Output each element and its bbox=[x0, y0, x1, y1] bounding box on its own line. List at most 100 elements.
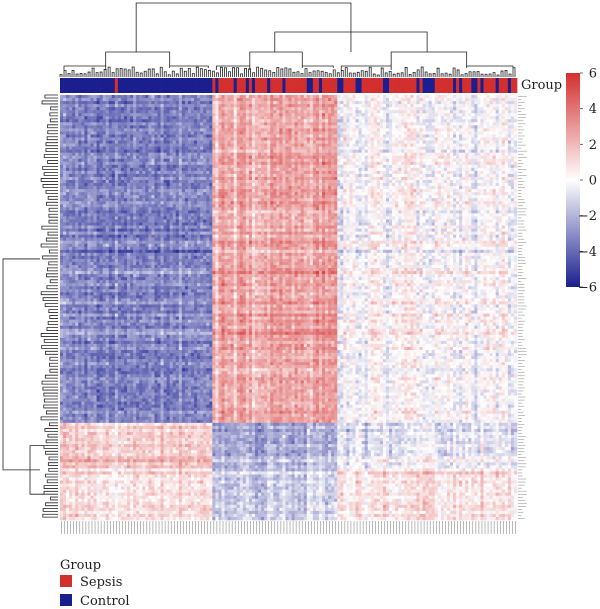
heatmap-cell bbox=[328, 122, 332, 126]
heatmap-cell bbox=[413, 104, 417, 108]
heatmap-cell bbox=[215, 110, 219, 114]
column-dendrogram-branch bbox=[83, 73, 87, 77]
heatmap-cell bbox=[258, 95, 262, 99]
heatmap-cell bbox=[382, 186, 387, 190]
heatmap-cell bbox=[133, 161, 137, 166]
heatmap-cell bbox=[456, 173, 460, 178]
heatmap-cell bbox=[349, 143, 353, 147]
heatmap-cell bbox=[318, 101, 323, 105]
heatmap-cell bbox=[233, 161, 238, 166]
heatmap-cell bbox=[123, 107, 128, 111]
heatmap-cell bbox=[139, 95, 143, 99]
heatmap-cell bbox=[504, 101, 509, 105]
heatmap-cell bbox=[218, 170, 222, 175]
heatmap-cell bbox=[376, 167, 381, 172]
column-dendrogram-branch bbox=[312, 70, 316, 77]
heatmap-cell bbox=[379, 98, 384, 102]
heatmap-cell bbox=[392, 134, 396, 138]
heatmap-cell bbox=[401, 164, 405, 169]
heatmap-cell bbox=[251, 155, 256, 160]
heatmap-cell bbox=[340, 134, 344, 138]
heatmap-cell bbox=[172, 167, 177, 172]
heatmap-cell bbox=[251, 161, 256, 166]
heatmap-cell bbox=[160, 183, 164, 187]
heatmap-cell bbox=[239, 155, 244, 160]
heatmap-cell bbox=[221, 101, 225, 105]
heatmap-cell bbox=[206, 110, 210, 114]
heatmap-cell bbox=[489, 125, 493, 129]
heatmap-cell bbox=[227, 125, 231, 129]
heatmap-cell bbox=[270, 110, 274, 114]
heatmap-cell bbox=[261, 146, 265, 150]
heatmap-cell bbox=[428, 134, 433, 138]
heatmap-cell bbox=[480, 137, 484, 141]
heatmap-cell bbox=[117, 161, 122, 166]
heatmap-cell bbox=[108, 95, 113, 99]
heatmap-cell bbox=[133, 134, 137, 138]
heatmap-cell bbox=[346, 98, 350, 102]
heatmap-cell bbox=[288, 183, 292, 187]
heatmap-cell bbox=[410, 107, 414, 111]
heatmap-cell bbox=[242, 161, 247, 166]
heatmap-cell bbox=[477, 143, 481, 147]
heatmap-cell bbox=[431, 134, 436, 138]
heatmap-cell bbox=[459, 140, 463, 144]
heatmap-cell bbox=[322, 155, 326, 160]
heatmap-cell bbox=[440, 149, 445, 154]
heatmap-cell bbox=[401, 116, 405, 120]
heatmap-cell bbox=[172, 176, 177, 181]
heatmap-cell bbox=[197, 183, 201, 187]
heatmap-cell bbox=[258, 176, 262, 181]
heatmap-cell bbox=[395, 152, 399, 157]
heatmap-cell bbox=[401, 125, 405, 129]
heatmap-cell bbox=[184, 110, 189, 114]
heatmap-cell bbox=[105, 183, 110, 187]
heatmap-cell bbox=[148, 110, 152, 114]
heatmap-cell bbox=[206, 164, 210, 169]
heatmap-cell bbox=[340, 176, 344, 181]
heatmap-cell bbox=[163, 95, 167, 99]
group-track-cell bbox=[187, 78, 192, 93]
heatmap-cell bbox=[215, 146, 219, 150]
heatmap-cell bbox=[352, 98, 356, 102]
heatmap-cell bbox=[428, 158, 433, 163]
heatmap-cell bbox=[392, 152, 396, 157]
heatmap-cell bbox=[483, 155, 487, 160]
heatmap-cell bbox=[322, 116, 326, 120]
heatmap-cell bbox=[127, 107, 131, 111]
heatmap-cell bbox=[245, 134, 250, 138]
heatmap-cell bbox=[218, 152, 222, 157]
group-track-cell bbox=[431, 78, 436, 93]
heatmap-cell bbox=[413, 128, 417, 132]
heatmap-cell bbox=[334, 137, 338, 141]
heatmap-cell bbox=[474, 149, 478, 154]
heatmap-cell bbox=[449, 186, 454, 190]
heatmap-cell bbox=[440, 131, 445, 135]
heatmap-cell bbox=[90, 176, 94, 181]
heatmap-cell bbox=[212, 183, 216, 187]
heatmap-cell bbox=[166, 155, 171, 160]
heatmap-cell bbox=[449, 113, 454, 117]
heatmap-cell bbox=[163, 152, 167, 157]
heatmap-cell bbox=[139, 131, 143, 135]
column-dendrogram-branch bbox=[171, 70, 175, 77]
heatmap-cell bbox=[312, 143, 317, 147]
heatmap-cell bbox=[206, 180, 210, 184]
heatmap-cell bbox=[468, 131, 472, 135]
group-track-cell bbox=[449, 78, 454, 93]
heatmap-cell bbox=[200, 176, 204, 181]
heatmap-cell bbox=[105, 122, 110, 126]
heatmap-cell bbox=[209, 140, 213, 144]
heatmap-cell bbox=[334, 98, 338, 102]
heatmap-cell bbox=[361, 137, 366, 141]
group-track-cell bbox=[209, 78, 213, 93]
heatmap-cell bbox=[504, 173, 509, 178]
heatmap-cell bbox=[395, 164, 399, 169]
heatmap-cell bbox=[389, 125, 393, 129]
heatmap-cell bbox=[215, 143, 219, 147]
heatmap-cell bbox=[221, 95, 225, 99]
heatmap-cell bbox=[181, 98, 186, 102]
heatmap-cell bbox=[446, 125, 451, 129]
heatmap-cell bbox=[111, 122, 116, 126]
heatmap-cell bbox=[486, 134, 490, 138]
